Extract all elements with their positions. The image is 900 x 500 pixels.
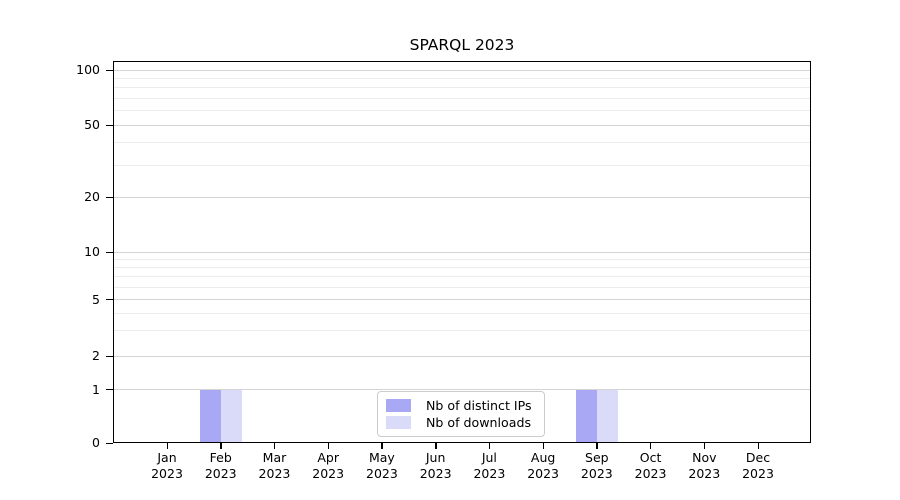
y-axis-tick (106, 389, 113, 391)
major-gridline (114, 251, 810, 253)
y-axis-tick-label: 20 (84, 189, 100, 204)
x-axis-tick (703, 443, 706, 449)
major-gridline (114, 196, 810, 198)
x-axis-tick-label: Jun 2023 (406, 450, 466, 482)
legend-label: Nb of downloads (426, 415, 532, 430)
bar-downloads (596, 389, 618, 442)
y-axis-tick (106, 196, 113, 198)
y-axis-tick (106, 442, 113, 444)
major-gridline (114, 124, 810, 126)
x-axis-tick-label: Jan 2023 (137, 450, 197, 482)
x-tick-month: Jul (481, 450, 497, 465)
x-axis-tick-label: Mar 2023 (244, 450, 304, 482)
y-axis-tick (106, 69, 113, 71)
legend-swatch (386, 416, 411, 429)
y-axis-tick-label: 50 (84, 117, 100, 132)
y-axis-tick-label: 2 (92, 348, 100, 363)
x-axis-tick (327, 443, 330, 449)
x-axis-tick (166, 443, 168, 449)
x-axis-tick (650, 443, 652, 449)
x-tick-year: 2023 (634, 466, 667, 481)
x-axis-tick (435, 443, 437, 449)
minor-gridline (114, 142, 810, 144)
y-axis-tick (106, 355, 113, 357)
y-axis-tick-label: 5 (92, 291, 100, 307)
x-tick-year: 2023 (580, 466, 613, 481)
legend: Nb of distinct IPs Nb of downloads (377, 391, 545, 437)
x-axis-tick-label: Apr 2023 (298, 450, 358, 482)
x-axis-tick-label: Dec 2023 (728, 450, 788, 482)
legend-swatch (386, 399, 411, 412)
x-axis-tick (757, 443, 759, 449)
minor-gridline (114, 286, 810, 288)
x-axis-tick-label: Sep 2023 (567, 450, 627, 482)
minor-gridline (114, 97, 810, 99)
x-tick-year: 2023 (742, 466, 774, 481)
x-axis-tick (488, 443, 491, 449)
y-axis-tick-label: 1 (92, 381, 100, 397)
y-axis-tick (106, 251, 113, 253)
bar-distinct-ips (199, 389, 221, 442)
x-tick-month: May (368, 450, 395, 465)
minor-gridline (114, 312, 810, 314)
x-axis-tick-label: Oct 2023 (621, 450, 681, 482)
legend-label: Nb of distinct IPs (426, 398, 532, 413)
x-tick-month: Sep (585, 450, 609, 465)
legend-item: Nb of distinct IPs (386, 397, 535, 414)
y-axis-tick-label: 0 (92, 435, 100, 450)
legend-item: Nb of downloads (386, 414, 535, 431)
x-tick-month: Jun (425, 450, 446, 465)
x-tick-year: 2023 (473, 466, 506, 481)
major-gridline (114, 355, 810, 357)
minor-gridline (114, 164, 810, 166)
x-axis-tick (596, 443, 598, 449)
y-axis-tick-label: 100 (76, 62, 100, 77)
x-tick-year: 2023 (366, 466, 398, 481)
x-axis-tick (381, 443, 383, 449)
y-axis-tick (106, 124, 113, 126)
x-tick-year: 2023 (527, 466, 560, 481)
x-tick-month: Dec (745, 450, 771, 465)
x-axis-tick-label: May 2023 (352, 450, 412, 482)
chart-title: SPARQL 2023 (409, 36, 515, 54)
x-axis-tick (273, 443, 276, 449)
x-tick-year: 2023 (204, 466, 237, 481)
minor-gridline (114, 258, 810, 260)
minor-gridline (114, 87, 810, 89)
major-gridline (114, 299, 810, 300)
x-tick-year: 2023 (419, 466, 452, 481)
x-tick-year: 2023 (258, 466, 291, 481)
minor-gridline (114, 77, 810, 79)
minor-gridline (114, 266, 810, 268)
x-tick-month: Nov (692, 450, 717, 465)
x-tick-month: Apr (317, 450, 339, 465)
x-tick-year: 2023 (151, 466, 183, 481)
x-tick-month: Mar (262, 450, 287, 465)
x-axis-tick-label: Feb 2023 (191, 450, 251, 482)
major-gridline (114, 69, 810, 71)
minor-gridline (114, 275, 810, 277)
x-tick-year: 2023 (688, 466, 721, 481)
x-tick-month: Aug (530, 450, 556, 465)
x-axis-tick (220, 443, 222, 449)
x-axis-tick-label: Nov 2023 (674, 450, 734, 482)
x-axis-tick-label: Aug 2023 (513, 450, 573, 482)
major-gridline (114, 389, 810, 390)
y-axis-tick-label: 10 (84, 244, 100, 259)
x-tick-month: Feb (209, 450, 232, 465)
bar-downloads (220, 389, 242, 442)
minor-gridline (114, 110, 810, 112)
x-tick-year: 2023 (312, 466, 345, 481)
x-tick-month: Oct (639, 450, 662, 465)
x-axis-tick (542, 443, 544, 449)
x-axis-tick-label: Jul 2023 (459, 450, 519, 482)
bar-distinct-ips (575, 389, 597, 442)
y-axis-tick (106, 299, 113, 301)
x-tick-month: Jan (157, 450, 177, 465)
minor-gridline (114, 330, 810, 332)
